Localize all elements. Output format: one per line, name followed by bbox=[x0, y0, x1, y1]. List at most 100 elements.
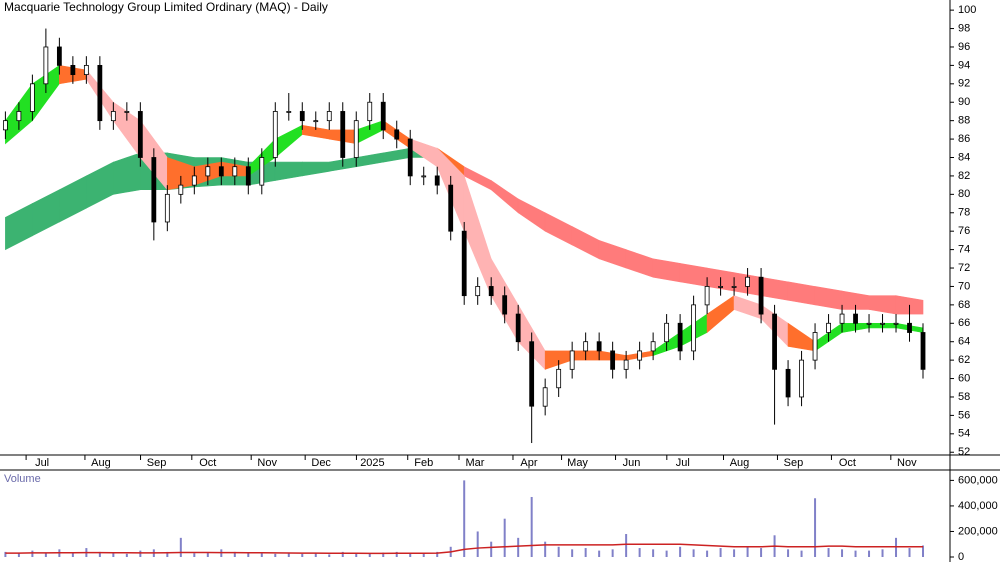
x-tick-label: Jul bbox=[676, 457, 690, 469]
volume-bar bbox=[652, 549, 655, 557]
candle-body bbox=[407, 138, 413, 177]
volume-bar bbox=[44, 552, 47, 557]
candle-body bbox=[353, 120, 359, 158]
candle-body bbox=[920, 332, 926, 370]
volume-bar bbox=[112, 553, 115, 557]
volume-label: Volume bbox=[4, 473, 41, 485]
candle-body bbox=[137, 111, 143, 158]
x-tick-label: Aug bbox=[730, 457, 750, 469]
y-tick-label: 200,000 bbox=[958, 525, 998, 537]
volume-bar bbox=[328, 554, 331, 557]
volume-average-line bbox=[5, 543, 924, 555]
candle-body bbox=[299, 111, 305, 122]
x-tick-label: Apr bbox=[520, 457, 537, 469]
candle-body bbox=[56, 46, 62, 66]
candle-body bbox=[542, 387, 548, 407]
candle-body bbox=[97, 64, 103, 122]
y-tick-label: 86 bbox=[958, 133, 970, 145]
y-tick-label: 88 bbox=[958, 115, 970, 127]
candle-body bbox=[731, 286, 737, 288]
candle-body bbox=[596, 341, 602, 352]
candle-body bbox=[799, 359, 804, 398]
x-tick-label: Sep bbox=[147, 457, 167, 469]
x-tick-label: Feb bbox=[414, 457, 433, 469]
candle-body bbox=[191, 175, 197, 186]
candle-body bbox=[340, 111, 346, 158]
y-tick-label: 80 bbox=[958, 188, 970, 200]
y-tick-label: 82 bbox=[958, 170, 970, 182]
candle-body bbox=[124, 111, 130, 113]
candle-body bbox=[691, 304, 697, 352]
x-tick-label: 2025 bbox=[360, 457, 384, 469]
volume-bar bbox=[341, 551, 344, 557]
candle-body bbox=[893, 322, 899, 325]
volume-bar bbox=[395, 551, 398, 557]
volume-bar bbox=[530, 496, 533, 557]
candle-body bbox=[326, 111, 332, 122]
candle-body bbox=[637, 350, 643, 361]
volume-bar bbox=[665, 550, 668, 557]
candle-body bbox=[218, 166, 224, 177]
volume-bar bbox=[476, 531, 479, 557]
candle-body bbox=[367, 101, 373, 122]
candle-body bbox=[704, 286, 710, 306]
candle-body bbox=[826, 322, 831, 333]
volume-bar bbox=[814, 498, 817, 557]
candle-body bbox=[232, 166, 238, 177]
x-tick-label: Oct bbox=[199, 457, 216, 469]
candle-body bbox=[583, 341, 589, 352]
candle-body bbox=[272, 111, 278, 158]
candle-body bbox=[448, 184, 454, 232]
candle-body bbox=[812, 332, 818, 361]
volume-bar bbox=[274, 553, 277, 557]
y-tick-label: 76 bbox=[958, 225, 970, 237]
y-tick-label: 0 bbox=[958, 551, 964, 562]
candle-body bbox=[907, 322, 912, 333]
candle-body bbox=[623, 359, 629, 370]
x-tick-label: Nov bbox=[257, 457, 277, 469]
volume-bar bbox=[598, 550, 601, 557]
volume-bar bbox=[571, 549, 574, 557]
candle-body bbox=[475, 286, 481, 297]
y-tick-label: 400,000 bbox=[958, 500, 998, 512]
volume-bar bbox=[706, 550, 709, 557]
volume-bar bbox=[233, 551, 236, 557]
y-tick-label: 68 bbox=[958, 299, 970, 311]
candle-body bbox=[259, 157, 265, 186]
volume-bar bbox=[868, 550, 871, 557]
y-tick-label: 72 bbox=[958, 262, 970, 274]
volume-bar bbox=[247, 553, 250, 557]
candle-body bbox=[394, 129, 400, 140]
candle-body bbox=[313, 120, 319, 123]
y-tick-label: 62 bbox=[958, 354, 970, 366]
y-tick-label: 66 bbox=[958, 317, 970, 329]
volume-bar bbox=[922, 545, 925, 557]
volume-bar bbox=[503, 518, 506, 557]
candle-body bbox=[380, 101, 386, 131]
candle-body bbox=[16, 111, 22, 122]
volume-bar bbox=[517, 537, 520, 557]
y-tick-label: 78 bbox=[958, 207, 970, 219]
volume-bar bbox=[557, 546, 560, 557]
candle-body bbox=[421, 175, 427, 178]
y-tick-label: 90 bbox=[958, 96, 970, 108]
candle-body bbox=[83, 64, 89, 76]
candle-body bbox=[772, 313, 777, 370]
y-tick-label: 56 bbox=[958, 409, 970, 421]
volume-bar bbox=[746, 546, 749, 557]
volume-bar bbox=[301, 553, 304, 557]
candle-body bbox=[529, 341, 535, 407]
candle-body bbox=[178, 184, 184, 195]
candle-body bbox=[70, 64, 76, 76]
volume-bar bbox=[719, 548, 722, 557]
volume-bar bbox=[422, 553, 425, 557]
volume-bar bbox=[881, 549, 884, 557]
candle-body bbox=[110, 111, 116, 122]
candle-body bbox=[785, 368, 791, 398]
candle-body bbox=[502, 295, 508, 315]
candle-body bbox=[839, 313, 845, 324]
volume-bar bbox=[908, 548, 911, 557]
candle-body bbox=[880, 322, 885, 325]
x-tick-label: Aug bbox=[91, 457, 111, 469]
